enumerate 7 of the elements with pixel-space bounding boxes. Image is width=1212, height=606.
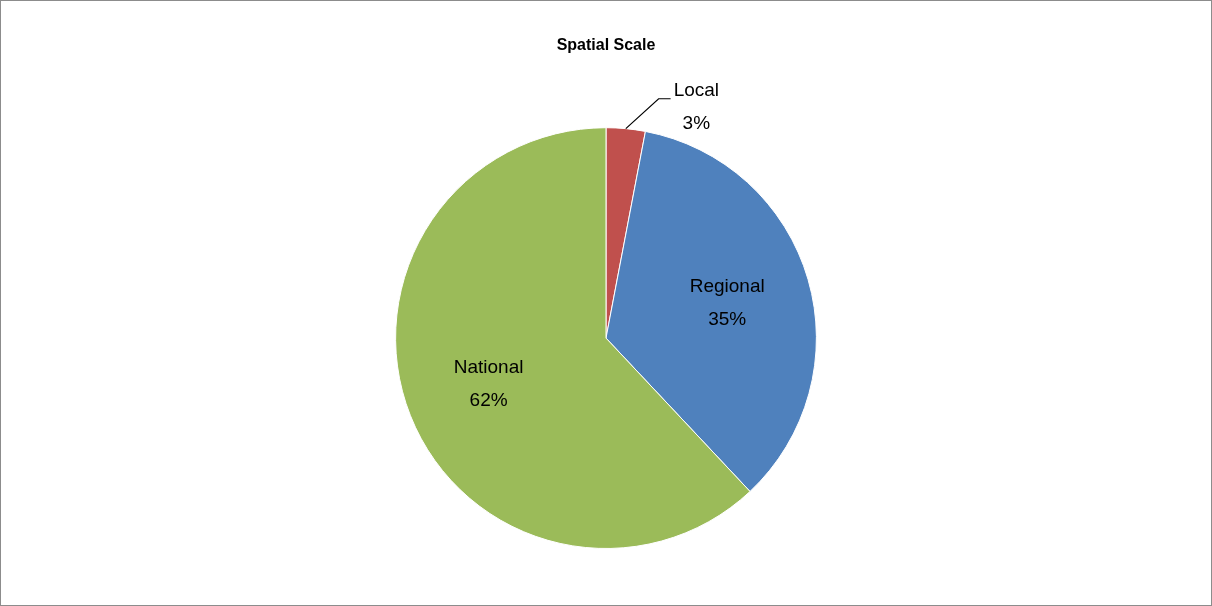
slice-label: Local [673, 78, 720, 100]
slice-label: National [453, 356, 524, 378]
chart-title: Spatial Scale [556, 36, 656, 54]
data-label: 35% [708, 307, 747, 329]
slice-label: Regional [689, 274, 765, 296]
data-label: 3% [682, 111, 711, 133]
data-label: 62% [469, 389, 508, 411]
